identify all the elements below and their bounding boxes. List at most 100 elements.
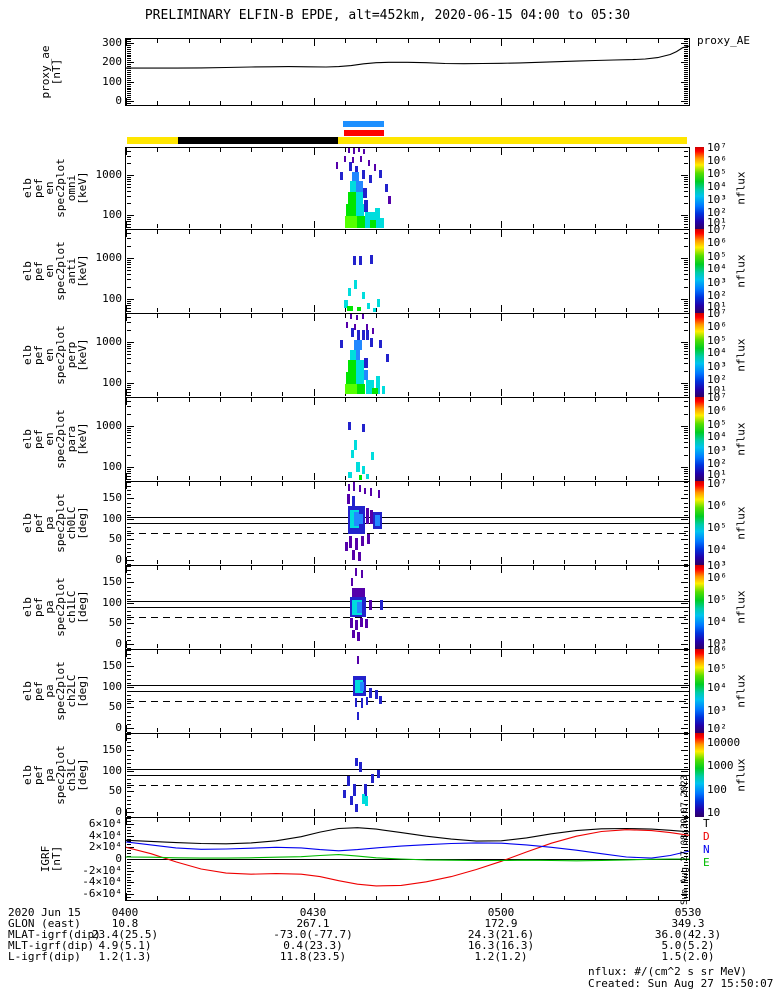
axis-tick: [470, 482, 472, 486]
axis-tick: [127, 510, 131, 512]
axis-tick: [127, 83, 131, 85]
axis-tick: [127, 650, 131, 651]
axis-tick: [127, 758, 131, 760]
flux-pixel: [370, 220, 376, 228]
flux-pixel: [367, 303, 370, 309]
axis-tick: [501, 566, 503, 573]
axis-tick: [127, 639, 131, 641]
flux-pixel: [366, 330, 369, 340]
axis-tick: [681, 582, 688, 584]
axis-tick: [127, 468, 131, 470]
axis-tick: [684, 286, 688, 288]
axis-tick: [684, 305, 688, 307]
colorbar-tick-label: 10⁴: [707, 680, 727, 694]
axis-tick: [313, 725, 315, 732]
axis-tick: [684, 308, 688, 310]
axis-tick: [684, 83, 688, 85]
ytick-label: 0: [115, 94, 122, 108]
axis-tick: [282, 308, 284, 312]
axis-tick: [684, 66, 688, 68]
flux-pixel: [375, 690, 378, 699]
ylabel-ch2: elb pef pa spec2plot ch2LC [deg]: [21, 661, 89, 721]
axis-tick: [684, 40, 688, 42]
axis-tick: [126, 566, 127, 573]
colorbar-omni: [695, 147, 704, 229]
colorbar-para: [695, 397, 704, 481]
axis-tick: [127, 891, 131, 893]
flux-pixel: [348, 360, 356, 372]
axis-tick: [127, 627, 131, 629]
axis-tick: [684, 44, 688, 46]
igrf-legend-T: T: [703, 817, 710, 830]
footer-value: 349.3: [671, 917, 705, 930]
flux-pixel: [348, 288, 351, 296]
axis-tick: [127, 590, 131, 592]
axis-tick: [684, 494, 688, 496]
footer-value: 0430: [299, 906, 327, 919]
axis-tick: [126, 641, 127, 648]
axis-tick: [127, 215, 134, 217]
axis-tick: [657, 812, 659, 816]
axis-tick: [127, 322, 131, 324]
axis-tick: [681, 870, 688, 872]
panel-ch3: [125, 733, 690, 817]
axis-tick: [376, 230, 378, 234]
axis-tick: [501, 314, 503, 321]
axis-tick: [127, 348, 131, 350]
axis-tick: [684, 876, 688, 878]
colorbar-tick-label: 10⁴: [707, 543, 727, 557]
axis-tick: [313, 641, 315, 648]
flux-pixel: [375, 515, 380, 526]
flux-pixel: [349, 536, 352, 548]
axis-tick: [684, 343, 688, 345]
loss-cone-line: [127, 517, 690, 519]
axis-tick: [684, 224, 688, 226]
axis-tick: [438, 230, 440, 234]
axis-tick: [684, 853, 688, 855]
axis-tick: [219, 812, 221, 816]
axis-tick: [127, 879, 131, 881]
flux-pixel: [366, 697, 368, 705]
flux-pixel: [367, 534, 370, 544]
ylabel-para: elb pef en spec2plot para [keV]: [21, 409, 89, 469]
axis-tick: [219, 734, 221, 738]
axis-tick: [127, 406, 131, 408]
axis-tick: [127, 329, 131, 331]
axis-tick: [219, 398, 221, 402]
axis-tick: [684, 732, 688, 733]
axis-tick: [127, 257, 134, 259]
axis-tick: [684, 746, 688, 748]
axis-tick: [681, 666, 688, 668]
axis-tick: [681, 894, 688, 896]
axis-tick: [684, 715, 688, 717]
axis-tick: [684, 639, 688, 641]
axis-tick: [376, 566, 378, 570]
axis-tick: [681, 559, 688, 561]
axis-tick: [157, 482, 159, 486]
axis-tick: [127, 447, 131, 449]
axis-tick: [684, 386, 688, 388]
flux-pixel: [348, 422, 351, 430]
axis-tick: [313, 398, 315, 405]
axis-tick: [127, 799, 131, 801]
colorbar-tick-label: 10⁶: [707, 236, 727, 250]
axis-tick: [689, 389, 690, 396]
axis-tick: [126, 98, 127, 105]
axis-tick: [127, 56, 131, 58]
axis-tick: [563, 101, 565, 105]
axis-tick: [376, 101, 378, 105]
status-bar-black-segment: [178, 137, 338, 144]
axis-tick: [684, 103, 688, 105]
flux-pixel: [364, 200, 368, 212]
axis-tick: [127, 46, 131, 48]
axis-tick: [684, 514, 688, 516]
axis-tick: [438, 224, 440, 228]
axis-tick: [282, 566, 284, 570]
ytick-label: 0: [115, 720, 122, 734]
axis-tick: [684, 181, 688, 183]
axis-tick: [684, 635, 688, 637]
loss-cone-line: [127, 607, 690, 609]
axis-tick: [126, 314, 127, 321]
axis-tick: [127, 227, 131, 229]
axis-tick: [684, 300, 688, 302]
